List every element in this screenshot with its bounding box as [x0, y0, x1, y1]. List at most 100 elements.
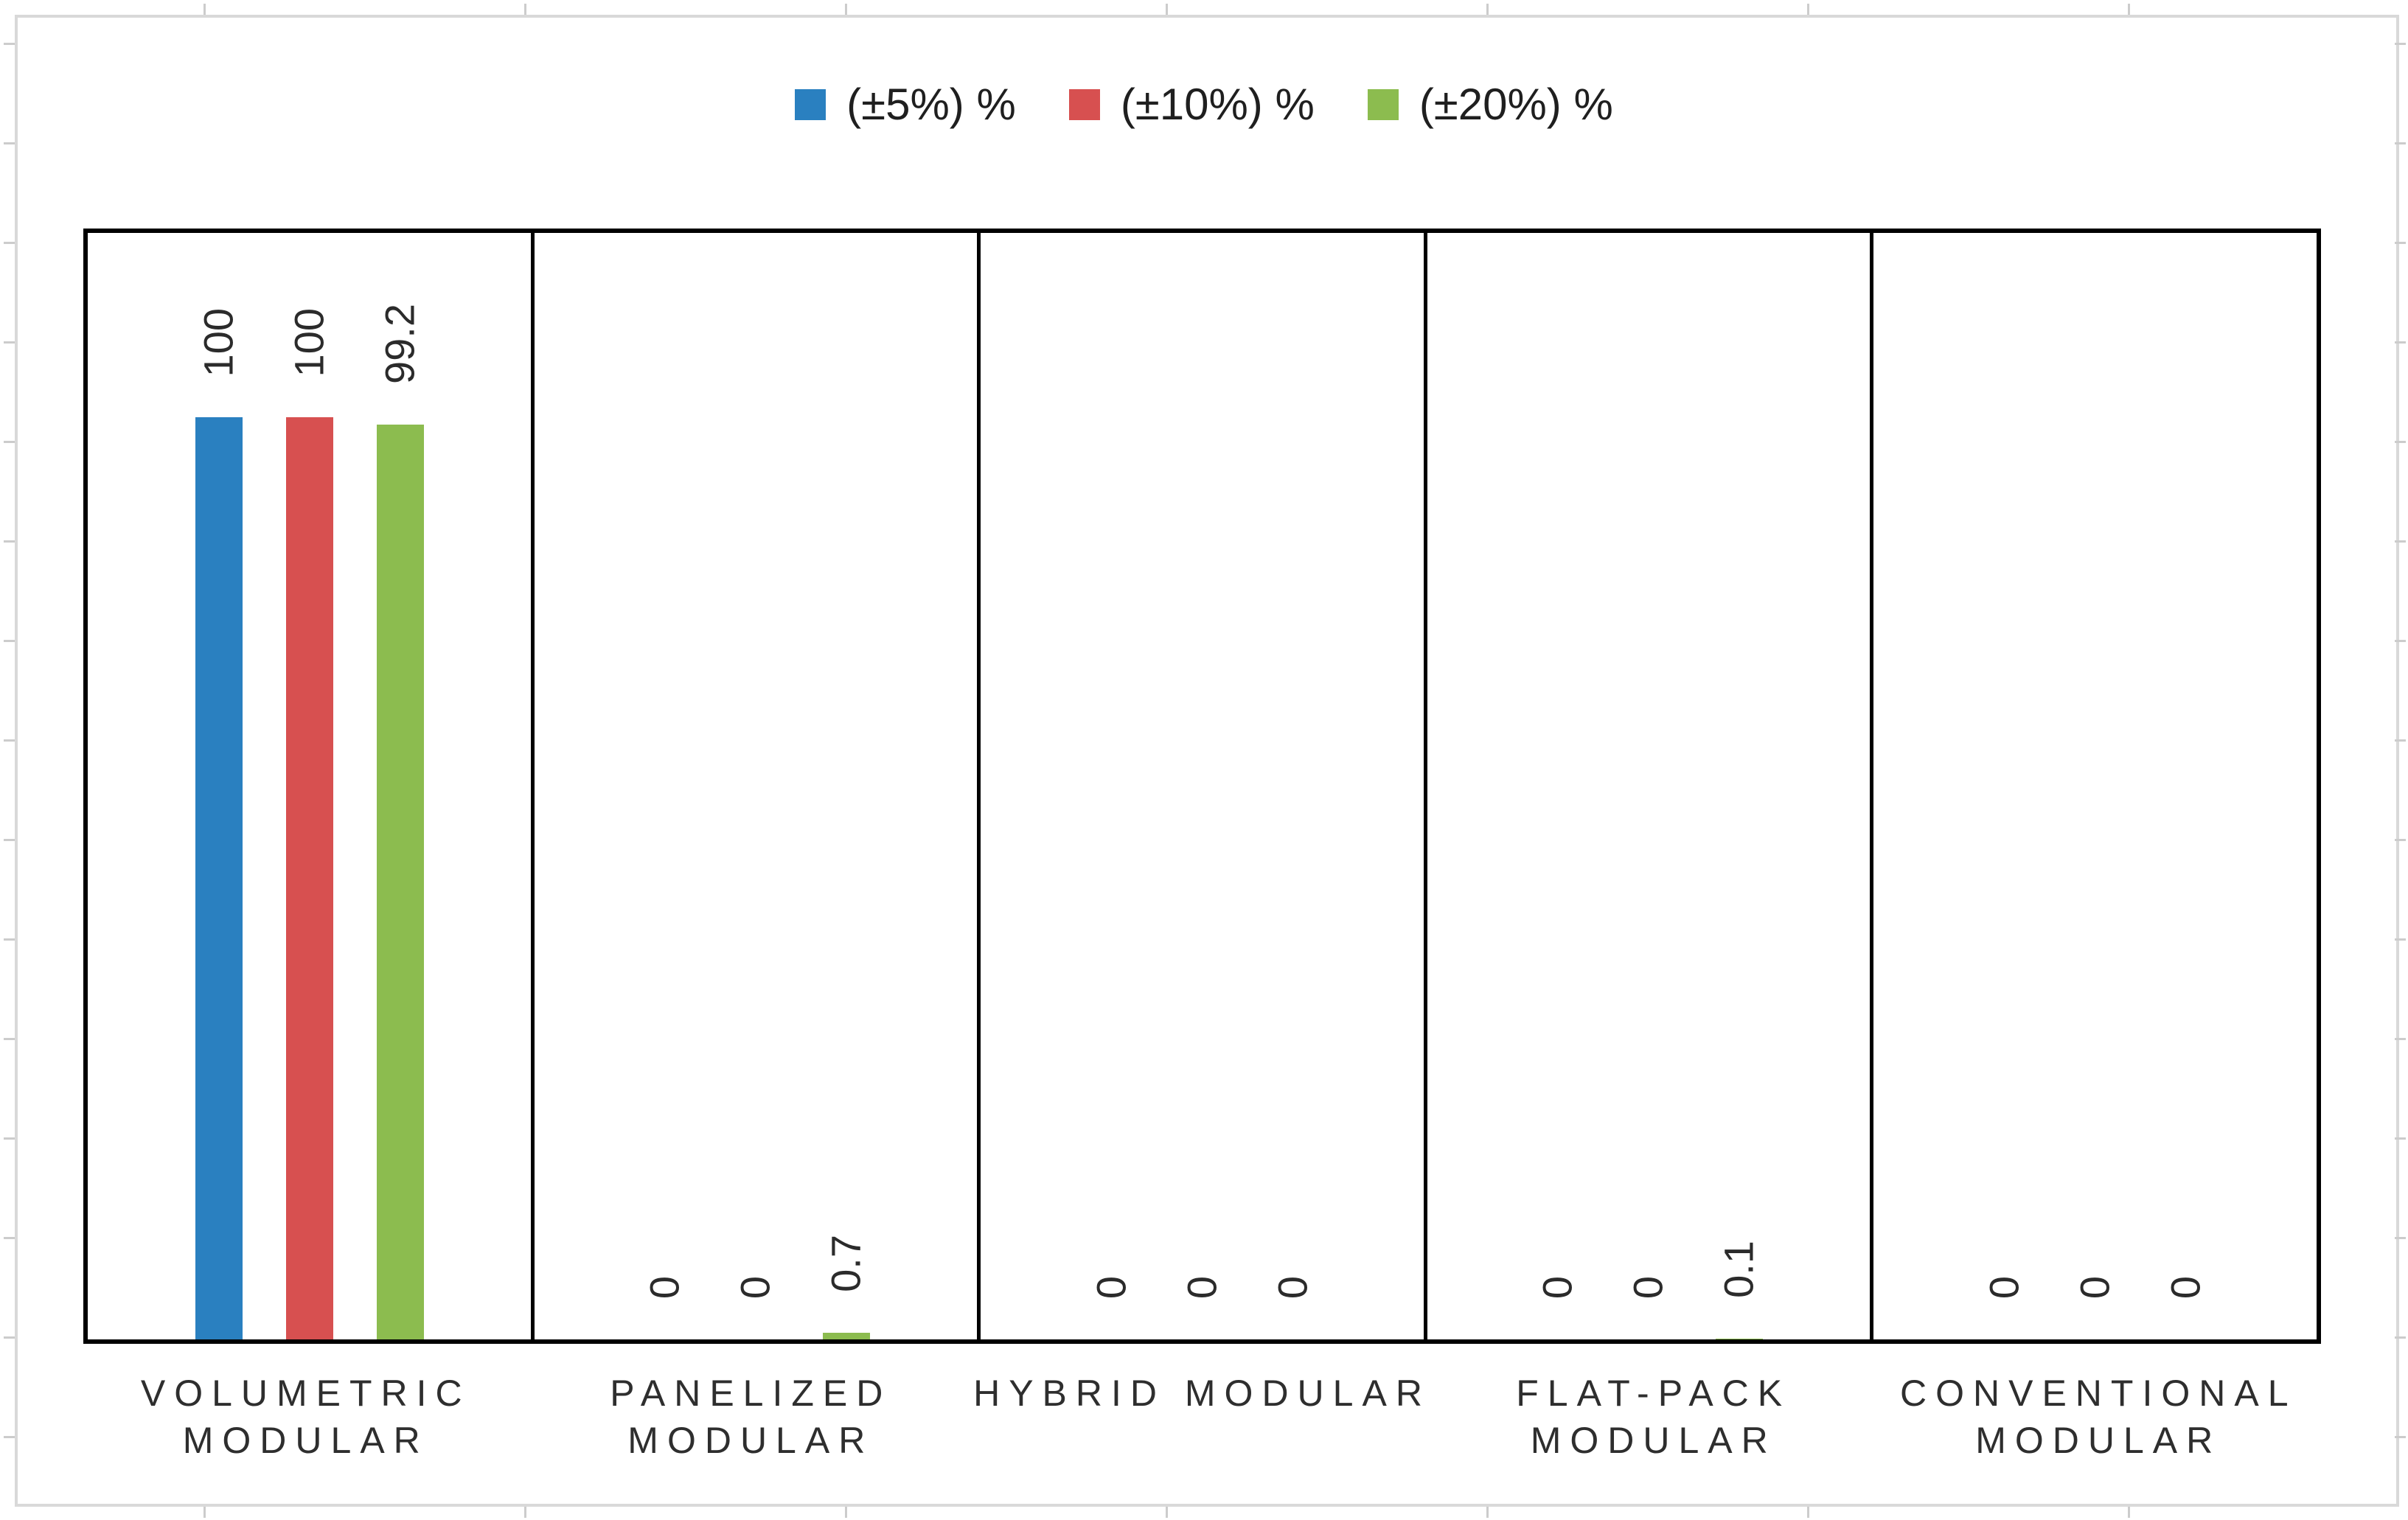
- edge-tick: [1807, 1507, 1809, 1518]
- legend-label: (±20%) %: [1419, 80, 1613, 129]
- category-label-line: FLAT-PACK: [1516, 1373, 1792, 1414]
- bar-series1-cat1: [195, 417, 243, 1339]
- edge-tick: [2395, 1038, 2406, 1040]
- legend-swatch-icon: [1068, 89, 1100, 120]
- bar-value-label: 0.1: [1715, 1240, 1762, 1298]
- category-label-line: VOLUMETRIC: [140, 1373, 471, 1414]
- bar-value-label-wrap: 0: [1269, 1275, 1316, 1303]
- bar-value-label-wrap: 0: [1534, 1275, 1581, 1303]
- edge-tick: [2395, 739, 2406, 742]
- bar-value-label-wrap: 100: [285, 307, 333, 380]
- legend-swatch-icon: [1367, 89, 1399, 120]
- edge-tick: [4, 1436, 15, 1438]
- edge-tick: [4, 142, 15, 144]
- edge-tick: [2128, 1507, 2130, 1518]
- legend-swatch-icon: [795, 89, 827, 120]
- bar-value-label-wrap: 0: [1980, 1275, 2028, 1303]
- category-panel-1: 100 100 99.2: [88, 233, 535, 1339]
- bar-value-label: 0: [1534, 1275, 1581, 1299]
- bar-value-label: 99.2: [376, 304, 423, 385]
- bar-value-label-wrap: 0.7: [822, 1235, 869, 1296]
- edge-tick: [4, 1038, 15, 1040]
- bar-value-label: 0: [641, 1275, 688, 1299]
- chart-legend: (±5%) % (±10%) % (±20%) %: [0, 83, 2408, 127]
- category-label-5: CONVENTIONAL MODULAR: [1876, 1370, 2321, 1464]
- bar-value-label: 0: [1088, 1275, 1135, 1299]
- edge-tick: [2395, 540, 2406, 543]
- bar-series3-cat2: [823, 1333, 871, 1339]
- edge-tick: [2395, 1237, 2406, 1239]
- bar-value-label: 0: [731, 1275, 779, 1299]
- category-panel-4: 0 0 0.1: [1427, 233, 1874, 1339]
- bar-value-label: 100: [285, 307, 333, 377]
- edge-tick: [2395, 341, 2406, 344]
- bar-value-label-wrap: 0: [731, 1275, 779, 1303]
- edge-tick: [845, 4, 847, 15]
- legend-item-2: (±20%) %: [1367, 80, 1613, 129]
- bar-value-label-wrap: 0: [641, 1275, 688, 1303]
- legend-item-0: (±5%) %: [795, 83, 1016, 127]
- edge-tick: [1486, 1507, 1489, 1518]
- edge-tick: [203, 1507, 206, 1518]
- category-label-line: MODULAR: [182, 1420, 429, 1461]
- edge-tick: [2395, 1436, 2406, 1438]
- bar-value-label: 0: [2071, 1275, 2118, 1299]
- category-panel-3: 0 0 0: [981, 233, 1427, 1339]
- edge-tick: [2395, 142, 2406, 144]
- edge-tick: [2395, 242, 2406, 244]
- bar-value-label-wrap: 0: [2071, 1275, 2118, 1303]
- category-panel-2: 0 0 0.7: [535, 233, 981, 1339]
- edge-tick: [4, 341, 15, 344]
- legend-label: (±5%) %: [846, 80, 1016, 129]
- edge-tick: [4, 441, 15, 443]
- edge-tick: [4, 1137, 15, 1140]
- bar-value-label-wrap: 0: [2162, 1275, 2209, 1303]
- category-label-1: VOLUMETRIC MODULAR: [83, 1370, 529, 1464]
- category-label-line: MODULAR: [1975, 1420, 2222, 1461]
- edge-tick: [524, 1507, 526, 1518]
- bar-series2-cat1: [285, 417, 333, 1339]
- edge-tick: [4, 540, 15, 543]
- edge-tick: [1166, 1507, 1168, 1518]
- edge-tick: [4, 938, 15, 941]
- edge-tick: [4, 242, 15, 244]
- category-label-line: MODULAR: [627, 1420, 874, 1461]
- bar-value-label-wrap: 0: [1625, 1276, 1671, 1303]
- bar-value-label: 0: [1980, 1275, 2028, 1299]
- edge-tick: [2395, 1336, 2406, 1339]
- edge-tick: [524, 4, 526, 15]
- category-label-line: PANELIZED: [610, 1373, 892, 1414]
- bar-value-label-wrap: 100: [195, 307, 242, 380]
- category-label-line: MODULAR: [1530, 1420, 1777, 1461]
- edge-tick: [4, 640, 15, 642]
- category-label-3: HYBRID MODULAR: [973, 1370, 1431, 1464]
- category-label-2: PANELIZED MODULAR: [529, 1370, 974, 1464]
- edge-tick: [1807, 4, 1809, 15]
- bar-value-label-wrap: 0: [1088, 1275, 1135, 1303]
- category-axis-labels: VOLUMETRIC MODULAR PANELIZED MODULAR HYBRID …: [83, 1370, 2321, 1464]
- bar-value-label-wrap: 0: [1178, 1275, 1225, 1303]
- edge-tick: [2128, 4, 2130, 15]
- legend-item-1: (±10%) %: [1068, 80, 1315, 129]
- legend-label: (±10%) %: [1120, 80, 1315, 129]
- bar-value-label: 0: [2162, 1275, 2209, 1299]
- bar-value-label-wrap: 99.2: [376, 304, 423, 388]
- edge-tick: [2395, 43, 2406, 45]
- edge-tick: [2395, 640, 2406, 642]
- edge-tick: [2395, 938, 2406, 941]
- edge-tick: [4, 839, 15, 841]
- category-panel-5: 0 0 0: [1873, 233, 2317, 1339]
- category-label-line: HYBRID MODULAR: [973, 1373, 1431, 1414]
- bar-value-label: 0: [1269, 1275, 1316, 1299]
- edge-tick: [4, 739, 15, 742]
- edge-tick: [203, 4, 206, 15]
- bar-value-label: 0: [1178, 1275, 1225, 1299]
- bar-value-label: 100: [195, 307, 242, 377]
- edge-tick: [2395, 1137, 2406, 1140]
- edge-tick: [4, 1336, 15, 1339]
- edge-tick: [4, 1237, 15, 1239]
- edge-tick: [4, 43, 15, 45]
- edge-tick: [845, 1507, 847, 1518]
- bar-value-label: 0.7: [822, 1235, 869, 1293]
